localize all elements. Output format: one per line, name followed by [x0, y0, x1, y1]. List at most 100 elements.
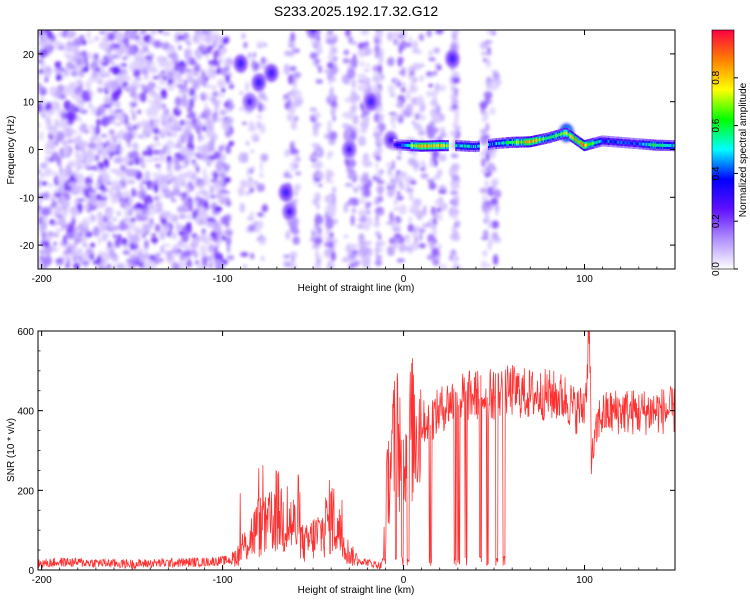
spectrogram-data	[38, 30, 675, 269]
spectrogram-noise-speck	[186, 213, 193, 221]
ridge-core	[652, 143, 654, 147]
spectrogram-noise-speck	[176, 205, 186, 213]
ridge-core	[614, 140, 617, 144]
spectrogram-noise-speck	[192, 200, 200, 205]
ridge-core	[477, 144, 479, 148]
spectrogram-noise-speck	[387, 84, 395, 95]
spectrogram-noise-speck	[75, 150, 79, 156]
spectrogram-noise-speck	[374, 44, 380, 55]
spectrogram-noise-speck	[120, 63, 128, 67]
spectrogram-noise-speck	[239, 202, 245, 213]
spectrogram-noise-speck	[115, 31, 124, 42]
ridge-core	[648, 143, 650, 147]
spectrogram-noise-speck	[258, 238, 262, 243]
spectrogram-noise-speck	[324, 205, 333, 214]
spectrogram-noise-speck	[133, 68, 141, 78]
ridge-core	[420, 144, 422, 148]
ridge-core	[435, 144, 437, 148]
spectrogram-noise-speck	[248, 224, 256, 233]
ridge-core	[585, 143, 588, 147]
spectrogram-noise-speck	[38, 72, 41, 82]
ridge-core	[424, 144, 426, 148]
spectrogram-noise-speck	[408, 216, 412, 224]
spectrogram-noise-speck	[65, 126, 74, 138]
spectrogram-noise-speck	[142, 35, 150, 43]
spectrogram-noise-speck	[151, 157, 161, 162]
ridge-core	[506, 141, 509, 145]
spectrogram-noise-speck	[407, 223, 414, 233]
spectrogram-noise-speck	[375, 255, 383, 259]
snr-y-tick-label: 600	[17, 327, 34, 338]
spectrogram-noise-speck	[41, 207, 48, 216]
spectrogram-noise-speck	[225, 74, 230, 84]
spectrogram-noise-speck	[99, 66, 105, 73]
spectrogram-noise-speck	[318, 183, 323, 187]
ridge-core	[532, 139, 535, 143]
ridge-core	[567, 132, 570, 136]
spectrogram-noise-speck	[75, 57, 83, 66]
spectrogram-noise-speck	[185, 47, 192, 59]
ridge-core	[523, 140, 526, 144]
ridge-core	[665, 143, 667, 147]
spectrogram-noise-speck	[215, 160, 223, 172]
ridge-core	[444, 144, 446, 148]
spectrogram-noise-speck	[85, 52, 94, 60]
ridge-core	[576, 139, 579, 143]
spectrogram-noise-speck	[213, 57, 217, 67]
ridge-core	[610, 140, 613, 144]
spectrogram-noise-speck	[49, 128, 58, 136]
spectrogram-noise-speck	[479, 101, 488, 109]
spectrogram-noise-speck	[364, 63, 372, 67]
spectrogram-noise-speck	[57, 173, 66, 184]
spectrogram-noise-speck	[94, 36, 99, 41]
spectrogram-noise-speck	[343, 234, 349, 238]
spectrogram-noise-speck	[374, 38, 379, 44]
spectrogram-noise-speck	[144, 122, 151, 130]
ridge-core	[512, 140, 515, 144]
spectrogram-noise-speck	[405, 103, 414, 113]
spectrogram-noise-speck	[119, 128, 125, 138]
spectrogram-noise-speck	[143, 45, 149, 53]
spectrogram-noise-speck	[75, 79, 83, 87]
spectrogram-noise-speck	[283, 50, 293, 57]
spectrogram-noise-speck	[360, 215, 368, 224]
spectrogram-noise-speck	[170, 177, 174, 182]
spectrogram-noise-speck	[195, 50, 202, 61]
spectrogram-noise-speck	[102, 54, 108, 66]
spectrogram-noise-speck	[159, 63, 166, 68]
spectrogram-noise-speck	[142, 214, 147, 219]
ridge-core	[543, 137, 546, 141]
spectrogram-noise-speck	[65, 70, 74, 74]
spectrogram-noise-speck	[38, 86, 47, 94]
spectrogram-noise-speck	[188, 113, 194, 117]
spectrogram-noise-speck	[109, 187, 113, 197]
spectrogram-noise-speck	[395, 195, 404, 201]
spectrogram-noise-speck	[482, 194, 488, 203]
spectrogram-noise-speck	[94, 125, 100, 136]
spectrogram-noise-speck	[198, 188, 208, 193]
spectrogram-noise-speck	[145, 158, 153, 163]
spectrogram-noise-speck	[362, 157, 370, 168]
spectrogram-noise-speck	[62, 235, 67, 246]
spectrogram-noise-speck	[328, 151, 334, 157]
spectrogram-noise-speck	[452, 121, 458, 128]
spectrogram-noise-speck	[201, 153, 210, 162]
spectrogram-noise-speck	[212, 85, 216, 91]
spectrogram-noise-speck	[167, 254, 173, 260]
spectrogram-noise-speck	[324, 34, 332, 39]
spectrogram-noise-speck	[431, 247, 440, 257]
spectrogram-noise-speck	[100, 133, 108, 138]
spectrogram-noise-speck	[376, 212, 384, 216]
spectrogram-noise-speck	[481, 202, 489, 213]
spectrogram-noise-speck	[165, 139, 174, 149]
ridge-core	[635, 142, 637, 146]
spectrogram-noise-speck	[146, 259, 156, 268]
spectrogram-noise-speck	[192, 118, 196, 126]
ridge-core	[666, 143, 668, 147]
spectrogram-noise-speck	[183, 158, 190, 166]
spectrogram-noise-speck	[257, 102, 264, 113]
noise-speckle-layer	[38, 30, 502, 269]
spectrogram-noise-speck	[219, 145, 225, 150]
spectrogram-noise-speck	[157, 30, 164, 34]
